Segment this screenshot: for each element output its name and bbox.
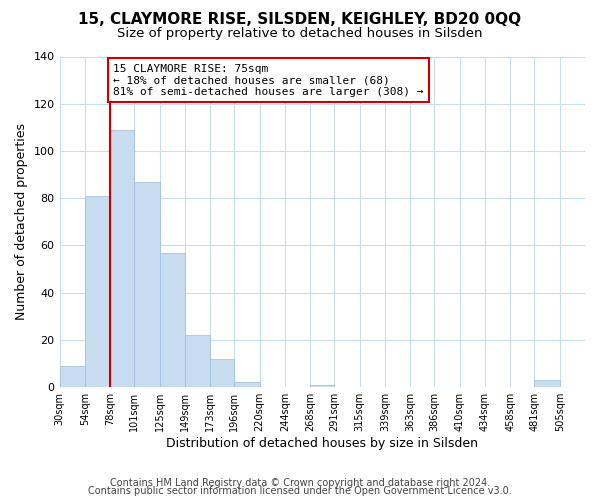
Text: 15, CLAYMORE RISE, SILSDEN, KEIGHLEY, BD20 0QQ: 15, CLAYMORE RISE, SILSDEN, KEIGHLEY, BD… [79,12,521,28]
Bar [85,196,110,387]
Text: Contains public sector information licensed under the Open Government Licence v3: Contains public sector information licen… [88,486,512,496]
Bar [110,130,134,387]
Bar [185,335,210,387]
Bar [535,380,560,387]
Bar [210,359,235,387]
Text: Size of property relative to detached houses in Silsden: Size of property relative to detached ho… [117,28,483,40]
Y-axis label: Number of detached properties: Number of detached properties [15,124,28,320]
Bar [160,252,185,387]
Bar [59,366,85,387]
Bar [134,182,160,387]
Text: Contains HM Land Registry data © Crown copyright and database right 2024.: Contains HM Land Registry data © Crown c… [110,478,490,488]
X-axis label: Distribution of detached houses by size in Silsden: Distribution of detached houses by size … [166,437,478,450]
Bar [310,385,334,387]
Text: 15 CLAYMORE RISE: 75sqm
← 18% of detached houses are smaller (68)
81% of semi-de: 15 CLAYMORE RISE: 75sqm ← 18% of detache… [113,64,424,97]
Bar [235,382,260,387]
